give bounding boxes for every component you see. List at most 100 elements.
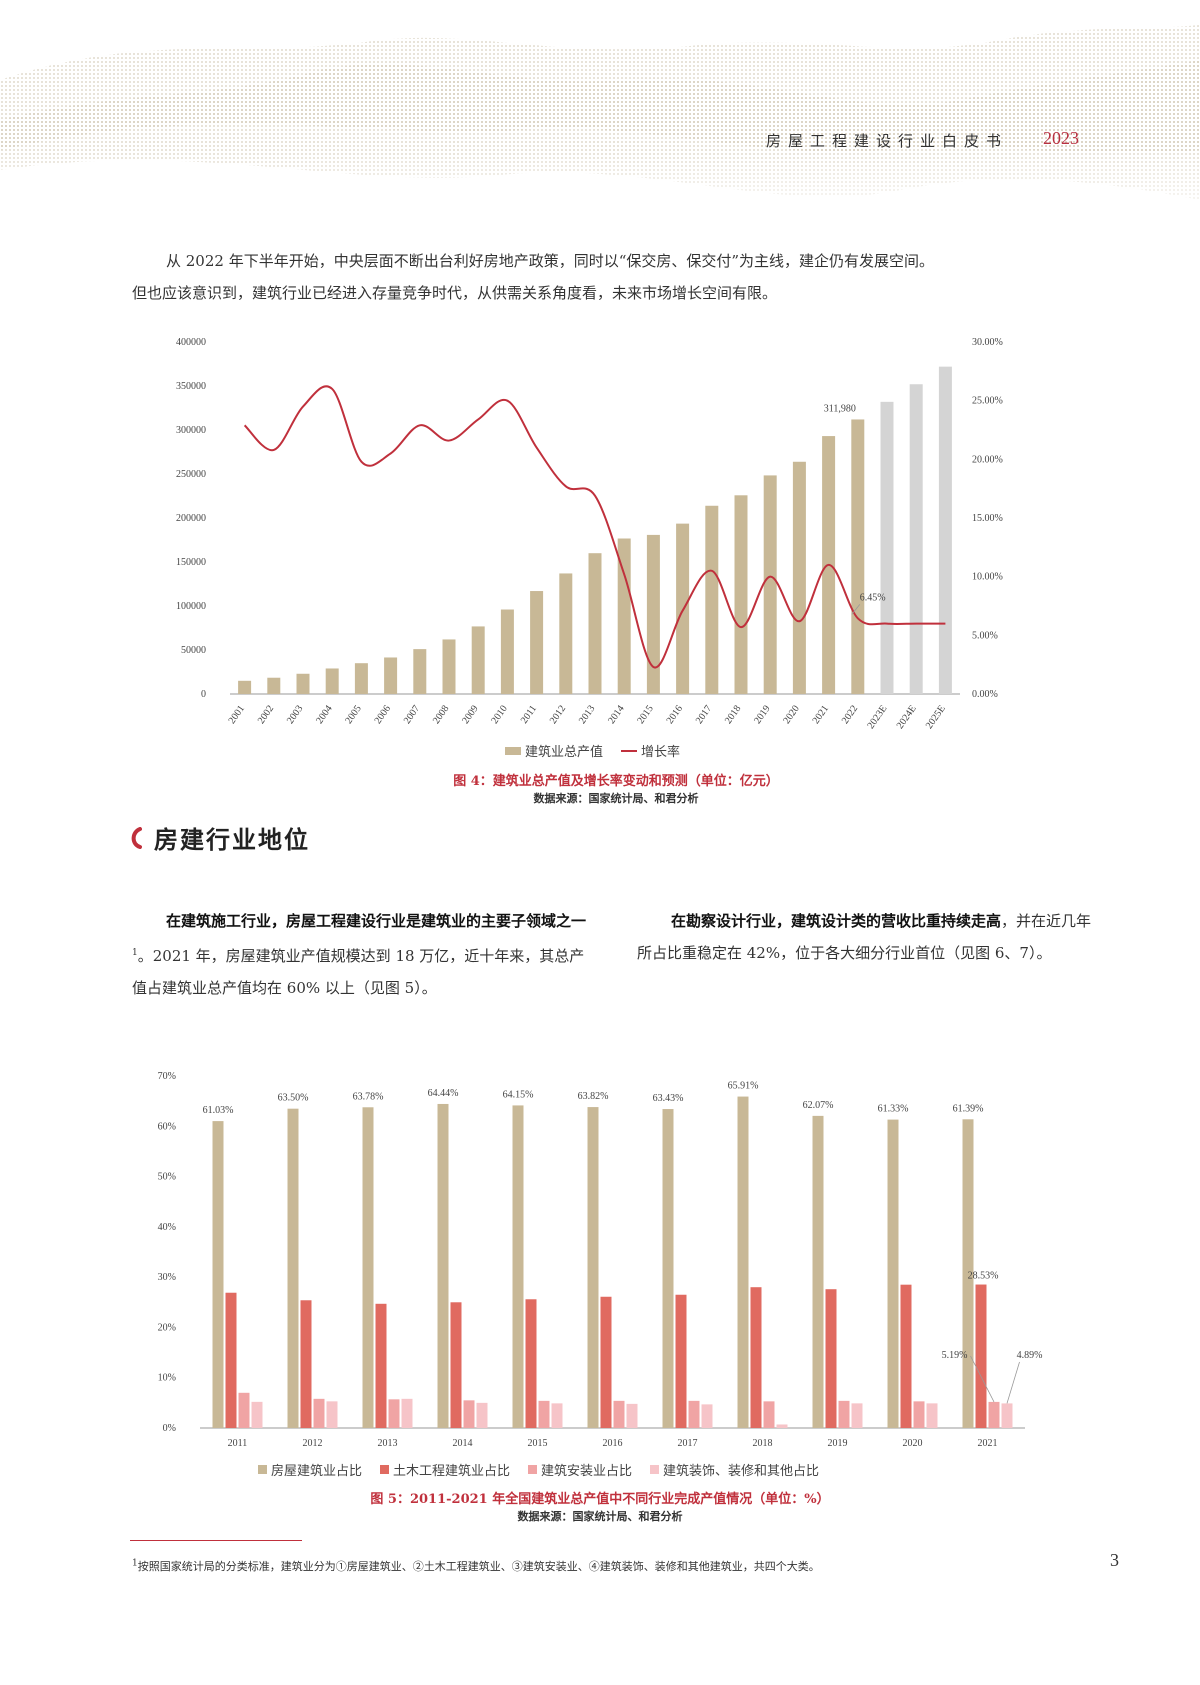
svg-text:64.44%: 64.44% — [428, 1088, 459, 1099]
figure5-caption: 图 5：2011-2021 年全国建筑业总产值中不同行业完成产值情况（单位：%） — [370, 1492, 830, 1507]
svg-text:2015: 2015 — [635, 703, 655, 726]
svg-text:2002: 2002 — [256, 703, 276, 726]
svg-text:2019: 2019 — [752, 703, 772, 726]
bar-swatch-icon — [505, 746, 521, 755]
svg-text:0%: 0% — [163, 1423, 176, 1434]
svg-text:10%: 10% — [158, 1373, 176, 1384]
svg-text:2012: 2012 — [303, 1438, 323, 1449]
page-number: 3 — [1110, 1550, 1119, 1570]
svg-text:2005: 2005 — [343, 703, 363, 726]
svg-text:63.82%: 63.82% — [578, 1091, 609, 1102]
svg-text:20.00%: 20.00% — [972, 454, 1003, 465]
svg-text:61.03%: 61.03% — [203, 1105, 234, 1116]
svg-text:2001: 2001 — [227, 703, 247, 726]
svg-text:2007: 2007 — [402, 703, 422, 726]
svg-text:2025E: 2025E — [924, 703, 948, 731]
intro-line-1: 从 2022 年下半年开始，中央层面不断出台利好房地产政策，同时以“保交房、保交… — [166, 252, 935, 270]
svg-text:2014: 2014 — [453, 1438, 473, 1449]
svg-text:2008: 2008 — [431, 703, 451, 726]
svg-text:250000: 250000 — [176, 469, 206, 480]
svg-text:63.50%: 63.50% — [278, 1093, 309, 1104]
footnote: 1按照国家统计局的分类标准，建筑业分为①房屋建筑业、②土木工程建筑业、③建筑安装… — [132, 1558, 820, 1573]
svg-text:20%: 20% — [158, 1322, 176, 1333]
svg-text:2004: 2004 — [314, 703, 334, 726]
svg-text:5.00%: 5.00% — [972, 630, 998, 641]
svg-text:2018: 2018 — [753, 1438, 773, 1449]
svg-text:2006: 2006 — [373, 703, 393, 726]
svg-text:400000: 400000 — [176, 337, 206, 348]
svg-text:40%: 40% — [158, 1222, 176, 1233]
left-column-paragraph: 在建筑施工行业，房屋工程建设行业是建筑业的主要子领域之一1。2021 年，房屋建… — [132, 912, 587, 997]
svg-text:50000: 50000 — [181, 645, 206, 656]
svg-text:350000: 350000 — [176, 381, 206, 392]
legend-item-housing: 房屋建筑业占比 — [258, 1460, 362, 1479]
svg-text:2022: 2022 — [840, 703, 860, 726]
svg-text:25.00%: 25.00% — [972, 396, 1003, 407]
svg-text:62.07%: 62.07% — [803, 1100, 834, 1111]
svg-text:63.78%: 63.78% — [353, 1091, 384, 1102]
bracket-icon — [131, 826, 142, 849]
svg-text:61.33%: 61.33% — [878, 1104, 909, 1115]
svg-text:2020: 2020 — [781, 703, 801, 726]
figure4-chart: 0 50000 100000 150000 200000 250000 300000 3500… — [176, 337, 1003, 731]
svg-text:70%: 70% — [158, 1071, 176, 1082]
svg-text:311,980: 311,980 — [824, 403, 856, 414]
svg-text:2011: 2011 — [519, 703, 539, 725]
svg-text:2003: 2003 — [285, 703, 305, 726]
legend-item-growth: 增长率 — [621, 741, 680, 760]
svg-text:2014: 2014 — [606, 703, 626, 726]
svg-text:300000: 300000 — [176, 425, 206, 436]
svg-text:2016: 2016 — [603, 1438, 623, 1449]
svg-text:61.39%: 61.39% — [953, 1103, 984, 1114]
svg-text:2010: 2010 — [489, 703, 509, 726]
svg-text:5.19%: 5.19% — [942, 1350, 968, 1361]
svg-text:100000: 100000 — [176, 601, 206, 612]
svg-text:2018: 2018 — [723, 703, 743, 726]
svg-text:10.00%: 10.00% — [972, 572, 1003, 583]
section-title: 房建行业地位 — [154, 825, 310, 854]
svg-text:0: 0 — [201, 689, 206, 700]
footnote-ref[interactable]: 1 — [132, 948, 138, 958]
report-year: 2023 — [1043, 128, 1079, 148]
svg-text:2015: 2015 — [528, 1438, 548, 1449]
legend-item-output: 建筑业总产值 — [505, 741, 603, 760]
svg-text:2021: 2021 — [811, 703, 831, 726]
intro-paragraph: 从 2022 年下半年开始，中央层面不断出台利好房地产政策，同时以“保交房、保交… — [132, 245, 1092, 309]
svg-text:2023E: 2023E — [865, 703, 889, 731]
footnote-divider — [130, 1540, 302, 1541]
intro-line-2: 但也应该意识到，建筑行业已经进入存量竞争时代，从供需关系角度看，未来市场增长空间… — [132, 284, 778, 302]
legend-item-civil: 土木工程建筑业占比 — [380, 1460, 510, 1479]
svg-text:2012: 2012 — [548, 703, 568, 726]
svg-text:15.00%: 15.00% — [972, 513, 1003, 524]
svg-text:50%: 50% — [158, 1172, 176, 1183]
svg-text:60%: 60% — [158, 1121, 176, 1132]
svg-text:2009: 2009 — [460, 703, 480, 726]
line-swatch-icon — [621, 749, 638, 752]
svg-text:28.53%: 28.53% — [968, 1271, 999, 1282]
svg-text:2011: 2011 — [228, 1438, 248, 1449]
svg-text:200000: 200000 — [176, 513, 206, 524]
figure5-chart: 0% 10% 20% 30% 40% 50% 60% 70% 61.03% 2011 63.50% 2… — [158, 1071, 1043, 1449]
figure4-caption: 图 4：建筑业总产值及增长率变动和预测（单位：亿元） — [453, 774, 779, 789]
svg-text:0.00%: 0.00% — [972, 689, 998, 700]
svg-text:30%: 30% — [158, 1272, 176, 1283]
svg-text:4.89%: 4.89% — [1017, 1350, 1043, 1361]
legend-item-decor: 建筑装饰、装修和其他占比 — [650, 1460, 819, 1479]
report-title: 房屋工程建设行业白皮书 — [766, 132, 1009, 150]
legend-item-install: 建筑安装业占比 — [528, 1460, 632, 1479]
svg-text:6.45%: 6.45% — [860, 592, 886, 603]
svg-text:2013: 2013 — [378, 1438, 398, 1449]
figure4-legend: 建筑业总产值 增长率 — [505, 741, 680, 760]
figure5-legend: 房屋建筑业占比 土木工程建筑业占比 建筑安装业占比 建筑装饰、装修和其他占比 — [258, 1460, 819, 1479]
svg-text:2019: 2019 — [828, 1438, 848, 1449]
svg-text:2020: 2020 — [903, 1438, 923, 1449]
svg-text:2017: 2017 — [678, 1438, 698, 1449]
right-column-paragraph: 在勘察设计行业，建筑设计类的营收比重持续走高，并在近几年所占比重稳定在 42%，… — [637, 912, 1092, 962]
svg-text:2013: 2013 — [577, 703, 597, 726]
svg-text:2016: 2016 — [665, 703, 685, 726]
svg-text:65.91%: 65.91% — [728, 1081, 759, 1092]
header-banner — [0, 25, 1200, 230]
svg-text:2024E: 2024E — [895, 703, 919, 731]
svg-text:64.15%: 64.15% — [503, 1089, 534, 1100]
svg-text:63.43%: 63.43% — [653, 1093, 684, 1104]
